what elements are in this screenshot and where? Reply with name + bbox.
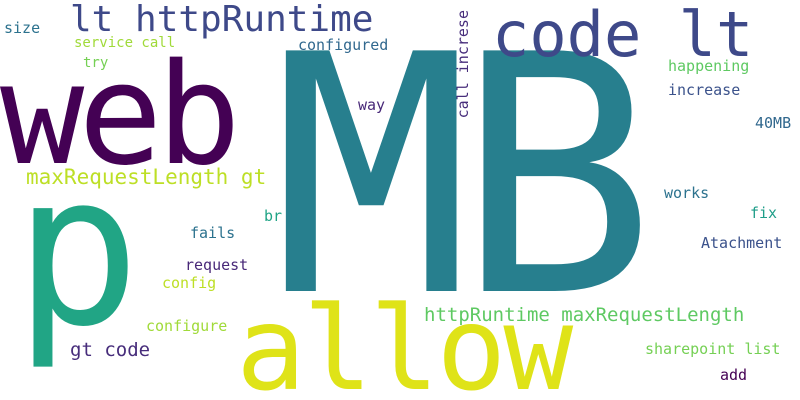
- word-mb: MB: [272, 0, 655, 369]
- word-add: add: [720, 366, 748, 384]
- word-fix: fix: [750, 204, 778, 222]
- word-call-increse: call increse: [454, 10, 472, 119]
- word-works: works: [664, 184, 710, 202]
- word-br: br: [264, 207, 283, 225]
- word-sharepoint-list: sharepoint list: [645, 340, 781, 358]
- word-httpruntime-maxrequestlength: httpRuntime maxRequestLength: [424, 304, 745, 326]
- word-request: request: [185, 256, 249, 274]
- word-web: web: [0, 34, 241, 197]
- word-configure: configure: [146, 317, 228, 335]
- word-happening: happening: [668, 57, 750, 75]
- word-gt-code: gt code: [70, 339, 151, 361]
- word-allow: allow: [236, 282, 573, 400]
- word-fails: fails: [190, 224, 236, 242]
- word-service-call: service call: [74, 35, 176, 51]
- word-lt-httpruntime: lt httpRuntime: [70, 0, 374, 40]
- word-atachment: Atachment: [701, 234, 783, 252]
- word-maxrequestlength-gt: maxRequestLength gt: [26, 165, 267, 189]
- word-40mb: 40MB: [755, 114, 792, 132]
- word-size: size: [4, 19, 41, 37]
- word-configured: configured: [298, 36, 389, 54]
- word-increase: increase: [668, 81, 741, 99]
- word-way: way: [358, 96, 386, 114]
- word-p: p: [14, 128, 141, 373]
- word-config: config: [162, 274, 217, 292]
- word-try: try: [83, 55, 109, 71]
- word-code-lt: code lt: [492, 0, 754, 71]
